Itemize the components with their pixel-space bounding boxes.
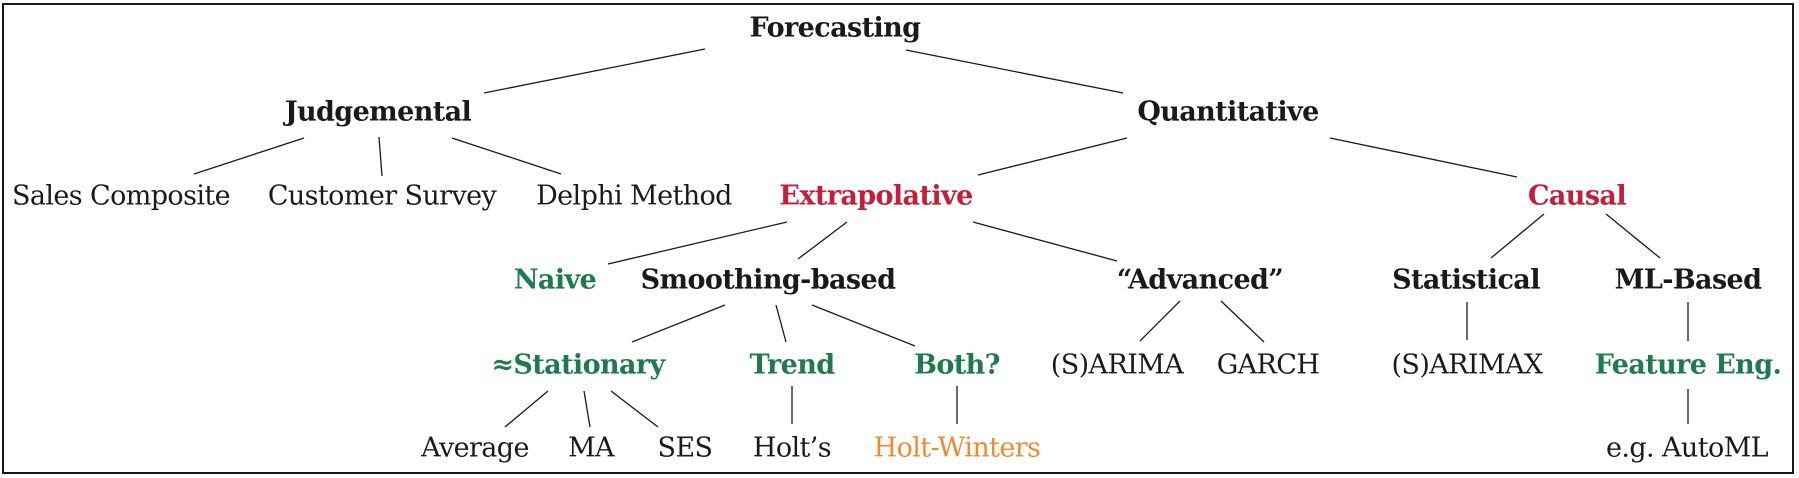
tree-edge-2 — [193, 137, 305, 175]
node-sarima: (S)ARIMA — [1051, 350, 1185, 381]
node-sarimax: (S)ARIMAX — [1391, 350, 1543, 381]
tree-edge-13 — [775, 304, 787, 343]
node-advanced: “Advanced” — [1117, 265, 1283, 296]
tree-edge-16 — [1220, 300, 1265, 343]
tree-node-labels: Forecasting Judgemental Quantitative Sales … — [12, 13, 1782, 464]
tree-edge-15 — [1139, 300, 1181, 342]
node-ma: MA — [568, 433, 615, 464]
node-quantitative: Quantitative — [1137, 97, 1318, 128]
node-feature-eng: Feature Eng. — [1595, 350, 1782, 381]
node-customer-survey: Customer Survey — [268, 181, 498, 212]
tree-edge-10 — [1490, 213, 1545, 259]
node-smoothing-based: Smoothing-based — [641, 265, 897, 296]
node-average: Average — [420, 433, 529, 464]
tree-edge-8 — [797, 221, 848, 260]
node-forecasting: Forecasting — [750, 13, 922, 44]
tree-edge-0 — [483, 48, 706, 94]
tree-edge-4 — [451, 137, 562, 175]
node-holts: Holt’s — [753, 433, 831, 464]
node-ses: SES — [658, 433, 713, 464]
node-naive: Naive — [514, 265, 596, 296]
node-statistical: Statistical — [1392, 265, 1540, 296]
node-sales-composite: Sales Composite — [12, 181, 230, 212]
node-judgemental: Judgemental — [283, 97, 472, 128]
tree-edge-1 — [905, 49, 1124, 94]
node-extrapolative: Extrapolative — [779, 181, 972, 212]
node-holt-winters: Holt-Winters — [874, 433, 1041, 464]
diagram-frame — [2, 3, 1794, 474]
tree-edge-5 — [977, 137, 1128, 176]
tree-edge-6 — [1329, 137, 1518, 178]
node-both: Both? — [914, 350, 1000, 381]
tree-edges — [193, 48, 1689, 428]
node-delphi-method: Delphi Method — [536, 181, 732, 212]
tree-edge-9 — [972, 221, 1118, 262]
tree-edge-21 — [610, 390, 659, 428]
tree-edge-11 — [1605, 213, 1661, 259]
node-stationary: ≈Stationary — [491, 350, 666, 381]
node-garch: GARCH — [1217, 350, 1320, 381]
tree-edge-7 — [607, 221, 788, 265]
node-automl: e.g. AutoML — [1606, 433, 1769, 464]
node-causal: Causal — [1528, 181, 1626, 212]
tree-edge-20 — [583, 390, 591, 428]
node-ml-based: ML-Based — [1615, 265, 1763, 296]
node-trend: Trend — [749, 350, 835, 381]
tree-edge-14 — [811, 304, 916, 347]
tree-edge-19 — [504, 390, 549, 428]
tree-edge-12 — [631, 304, 726, 343]
tree-edge-3 — [378, 136, 383, 177]
